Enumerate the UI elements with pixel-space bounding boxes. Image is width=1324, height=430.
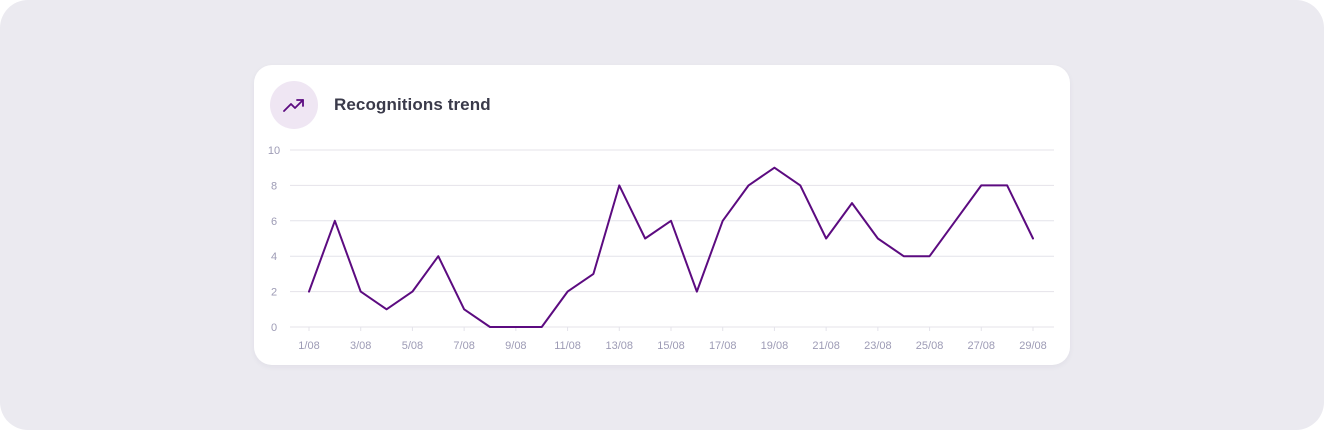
line-chart: 0 2 4 6 8 10 1/08 3/08 5/08 7/08 9/08 11/08 13/08 15/… <box>268 145 1054 352</box>
x-tick-label: 11/08 <box>554 340 581 352</box>
x-tick-label: 7/08 <box>453 340 474 352</box>
y-tick-label: 10 <box>268 145 280 157</box>
x-tick-label: 3/08 <box>350 340 371 352</box>
y-tick-label: 8 <box>271 180 277 192</box>
trending-up-icon <box>270 81 318 129</box>
y-tick-label: 4 <box>271 251 277 263</box>
y-tick-label: 0 <box>271 322 277 334</box>
x-tick-label: 23/08 <box>864 340 892 352</box>
series-line <box>308 166 1034 328</box>
x-tick-label: 25/08 <box>916 340 944 352</box>
x-tick-label: 15/08 <box>657 340 685 352</box>
x-tick-label: 1/08 <box>298 340 319 352</box>
y-tick-label: 2 <box>271 287 277 299</box>
recognitions-trend-card: Recognitions trend 0 2 4 6 8 10 1/08 3/08 5/08 7/… <box>254 65 1070 365</box>
trending-up-icon-glyph <box>283 99 304 112</box>
x-tick-label: 9/08 <box>505 340 526 352</box>
card-title: Recognitions trend <box>334 95 491 114</box>
y-tick-label: 6 <box>271 216 277 228</box>
x-tick-label: 13/08 <box>606 340 634 352</box>
x-tick-label: 27/08 <box>968 340 996 352</box>
x-tick-label: 5/08 <box>402 340 423 352</box>
x-tick-label: 17/08 <box>709 340 737 352</box>
x-tick-label: 29/08 <box>1019 340 1047 352</box>
x-tick-label: 19/08 <box>761 340 789 352</box>
x-tick-label: 21/08 <box>812 340 840 352</box>
